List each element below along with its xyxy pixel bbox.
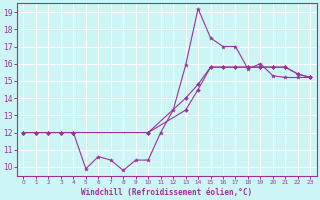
X-axis label: Windchill (Refroidissement éolien,°C): Windchill (Refroidissement éolien,°C) [81,188,252,197]
